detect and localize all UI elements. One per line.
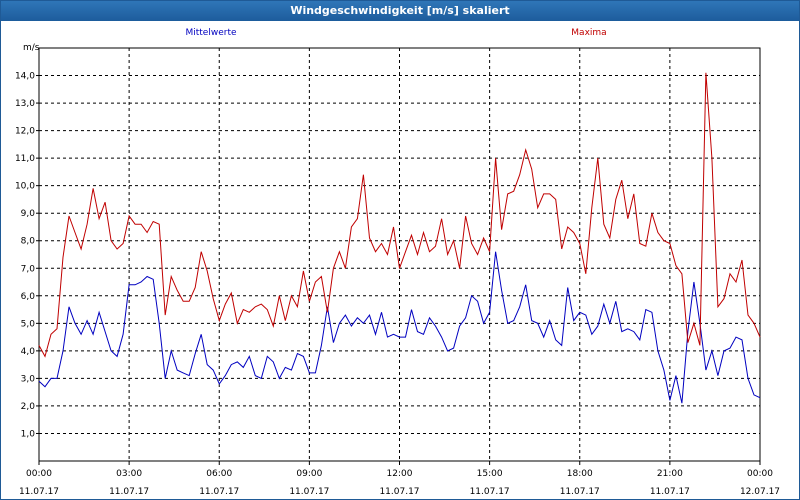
x-tick-time-label: 00:00 bbox=[26, 469, 52, 479]
series-line-maxima bbox=[38, 72, 761, 358]
x-tick-date-label: 11.07.17 bbox=[470, 487, 510, 497]
y-tick-label: 9,0 bbox=[21, 209, 36, 219]
axis-ticks: 1,0 2,0 3,0 4,0 5,0 6,0 7,0 8,0 9,0 10,0 11,0 12,0 1… bbox=[15, 72, 780, 497]
x-tick-time-label: 09:00 bbox=[296, 469, 322, 479]
grid-lines bbox=[39, 48, 760, 461]
y-tick-label: 2,0 bbox=[21, 402, 36, 412]
y-tick-label: 7,0 bbox=[21, 264, 36, 274]
y-tick-label: 4,0 bbox=[21, 347, 36, 357]
x-tick-date-label: 11.07.17 bbox=[109, 487, 149, 497]
x-tick-time-label: 03:00 bbox=[116, 469, 142, 479]
x-tick-date-label: 11.07.17 bbox=[379, 487, 419, 497]
y-tick-label: 14,0 bbox=[15, 72, 35, 82]
y-tick-label: 1,0 bbox=[21, 429, 36, 439]
legend-mittelwerte: Mittelwerte bbox=[185, 28, 236, 38]
x-tick-time-label: 21:00 bbox=[657, 469, 683, 479]
x-tick-date-label: 11.07.17 bbox=[560, 487, 600, 497]
x-tick-date-label: 11.07.17 bbox=[289, 487, 329, 497]
x-tick-time-label: 00:00 bbox=[747, 469, 773, 479]
data-series bbox=[38, 72, 761, 404]
y-tick-label: 8,0 bbox=[21, 237, 36, 247]
series-line-mittelwerte bbox=[38, 251, 761, 404]
y-tick-label: 13,0 bbox=[15, 99, 35, 109]
y-axis-unit-label: m/s bbox=[23, 43, 40, 53]
y-tick-label: 11,0 bbox=[15, 154, 35, 164]
y-tick-label: 12,0 bbox=[15, 127, 35, 137]
x-tick-date-label: 11.07.17 bbox=[650, 487, 690, 497]
y-tick-label: 3,0 bbox=[21, 374, 36, 384]
y-tick-label: 6,0 bbox=[21, 292, 36, 302]
window-title: Windgeschwindigkeit [m/s] skaliert bbox=[1, 1, 799, 21]
x-tick-time-label: 18:00 bbox=[567, 469, 593, 479]
line-chart: 1,0 2,0 3,0 4,0 5,0 6,0 7,0 8,0 9,0 10,0 11,0 12,0 1… bbox=[15, 28, 780, 497]
x-tick-time-label: 06:00 bbox=[206, 469, 232, 479]
x-tick-time-label: 12:00 bbox=[387, 469, 413, 479]
x-tick-time-label: 15:00 bbox=[477, 469, 503, 479]
x-tick-date-label: 11.07.17 bbox=[199, 487, 239, 497]
x-tick-date-label: 11.07.17 bbox=[19, 487, 59, 497]
y-tick-label: 10,0 bbox=[15, 182, 35, 192]
legend-maxima: Maxima bbox=[571, 28, 606, 38]
y-tick-label: 5,0 bbox=[21, 319, 36, 329]
x-tick-date-label: 12.07.17 bbox=[740, 487, 780, 497]
